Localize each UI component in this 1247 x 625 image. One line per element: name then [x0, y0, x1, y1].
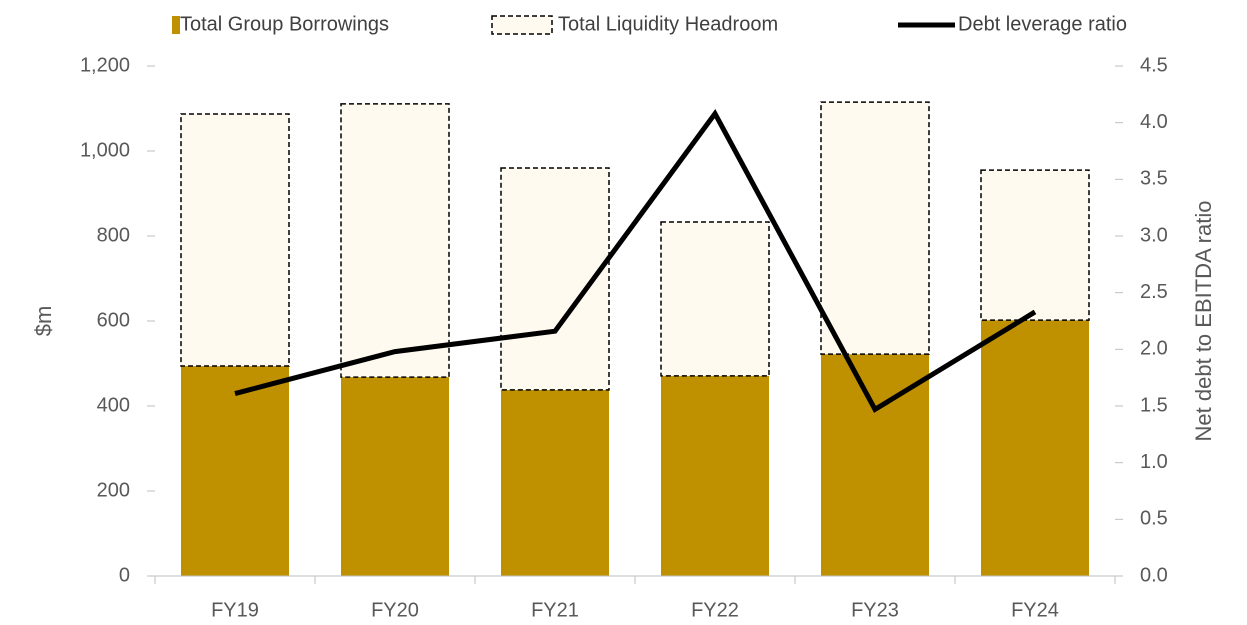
bar: [180, 113, 290, 367]
y-tick-label: 800: [97, 224, 130, 246]
y-tick-label: 200: [97, 479, 130, 501]
x-tick-label: FY23: [851, 599, 899, 621]
y2-tick-label: 3.5: [1140, 168, 1168, 190]
x-tick-label: FY19: [211, 599, 259, 621]
y2-tick-label: 4.5: [1140, 54, 1168, 76]
bar: [821, 354, 929, 576]
bar: [501, 389, 609, 576]
y2-tick-label: 0.5: [1140, 508, 1168, 530]
x-tick-label: FY24: [1011, 599, 1059, 621]
y2-tick-label: 2.5: [1140, 281, 1168, 303]
legend-swatch: [491, 15, 553, 35]
y-axis-title: $m: [31, 306, 56, 337]
bar: [660, 221, 770, 377]
bar: [820, 101, 930, 355]
bar: [340, 103, 450, 378]
y2-tick-label: 1.0: [1140, 451, 1168, 473]
y2-tick-label: 2.0: [1140, 338, 1168, 360]
y-tick-label: 1,200: [80, 54, 130, 76]
bar: [980, 169, 1090, 321]
y2-tick-label: 1.5: [1140, 394, 1168, 416]
bar: [341, 377, 449, 576]
y2-tick-label: 3.0: [1140, 224, 1168, 246]
x-tick-label: FY20: [371, 599, 419, 621]
legend-label: Debt leverage ratio: [958, 13, 1127, 35]
bar: [661, 375, 769, 576]
x-tick-label: FY21: [531, 599, 579, 621]
legend-label: Total Group Borrowings: [180, 13, 389, 35]
bar: [981, 320, 1089, 576]
legend-swatch: [172, 16, 180, 34]
y2-tick-label: 0.0: [1140, 564, 1168, 586]
y-tick-label: 1,000: [80, 139, 130, 161]
y-tick-label: 400: [97, 394, 130, 416]
y-tick-label: 0: [119, 564, 130, 586]
line: [234, 108, 1037, 413]
y2-tick-label: 4.0: [1140, 111, 1168, 133]
y2-axis-title: Net debt to EBITDA ratio: [1191, 201, 1216, 442]
y-tick-label: 600: [97, 309, 130, 331]
x-tick-label: FY22: [691, 599, 739, 621]
legend-label: Total Liquidity Headroom: [558, 13, 778, 35]
bar: [181, 366, 289, 576]
